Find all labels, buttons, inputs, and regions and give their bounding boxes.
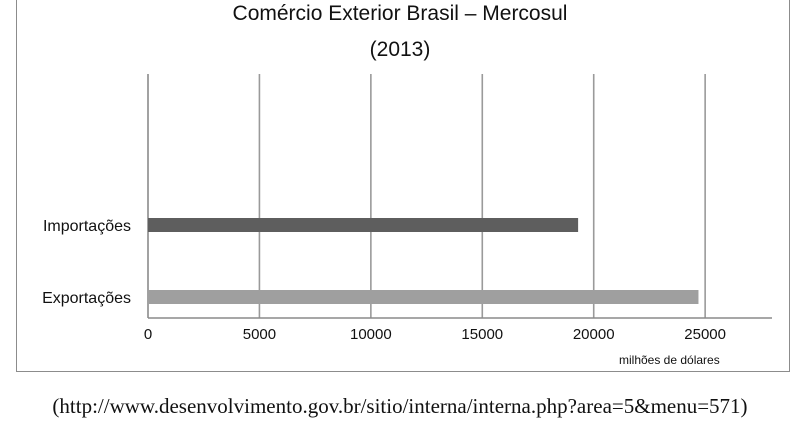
bar-chart: Importações Exportações 0 5000 10000 15000 200… bbox=[42, 74, 772, 343]
x-tick-label: 0 bbox=[144, 326, 152, 343]
chart-frame bbox=[16, 0, 790, 372]
category-label: Exportações bbox=[42, 290, 131, 307]
x-axis-unit-label: milhões de dólares bbox=[619, 353, 720, 367]
category-label: Importações bbox=[43, 218, 131, 235]
x-tick-label: 20000 bbox=[573, 326, 615, 343]
bar bbox=[148, 290, 699, 304]
x-tick-label: 15000 bbox=[461, 326, 503, 343]
x-tick-label: 25000 bbox=[684, 326, 726, 343]
x-tick-label: 10000 bbox=[350, 326, 392, 343]
chart-title: Comércio Exterior Brasil – Mercosul bbox=[232, 2, 568, 25]
bar bbox=[148, 218, 579, 232]
chart-subtitle: (2013) bbox=[369, 38, 431, 61]
source-citation: (http://www.desenvolvimento.gov.br/sitio… bbox=[52, 394, 748, 418]
x-tick-label: 5000 bbox=[243, 326, 276, 343]
